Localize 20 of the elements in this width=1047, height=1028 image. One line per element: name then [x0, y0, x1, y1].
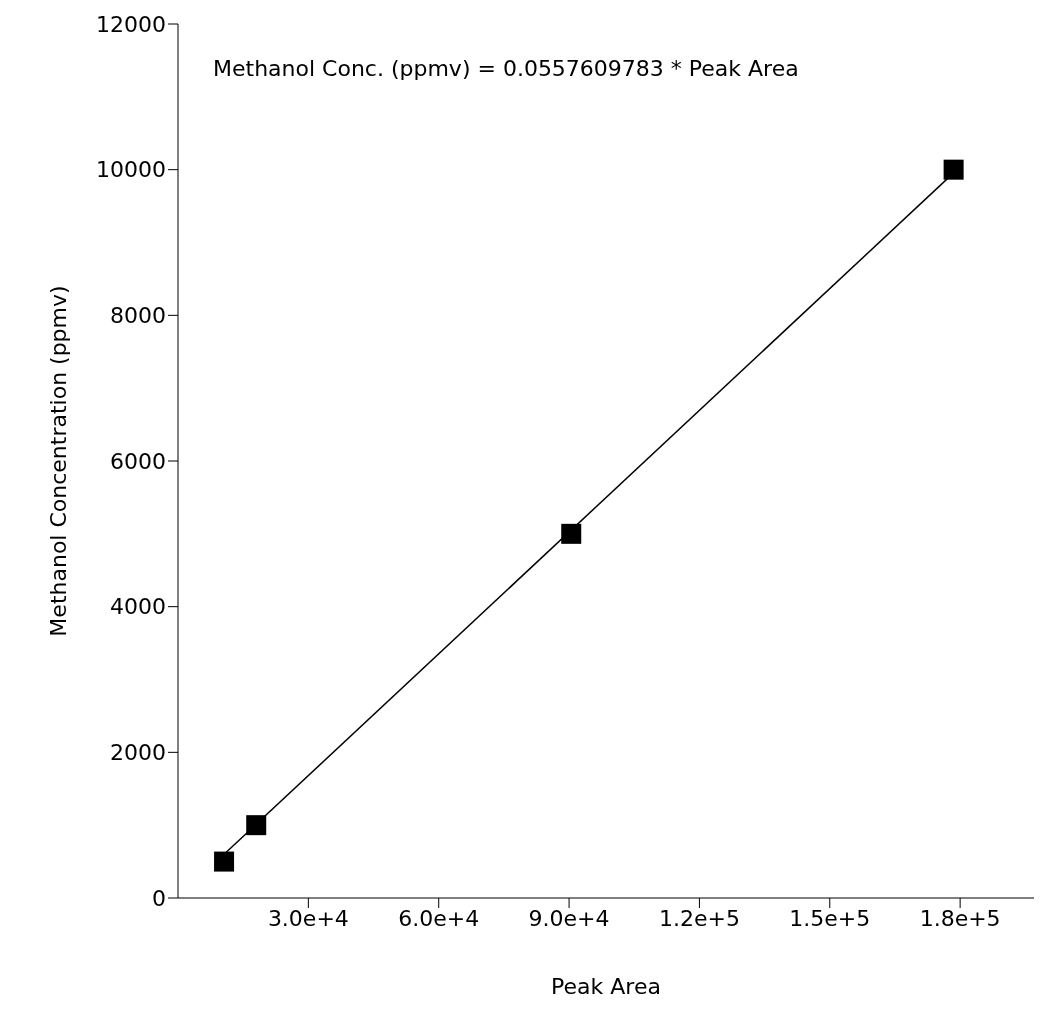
x-tick-label: 3.0e+4 [267, 905, 349, 931]
x-tick-label: 1.5e+5 [789, 905, 871, 931]
point [943, 159, 964, 180]
x-tick-label: 1.2e+5 [658, 905, 740, 931]
x-tick-label: 9.0e+4 [528, 905, 610, 931]
x-tick-label: 6.0e+4 [398, 905, 480, 931]
y-tick-label: 6000 [110, 448, 166, 474]
y-tick-label: 8000 [110, 303, 166, 329]
annotation: Methanol Conc. (ppmv) = 0.0557609783 * Peak Area [213, 56, 799, 81]
point [214, 851, 235, 872]
y-tick-label: 10000 [96, 157, 166, 183]
y-axis-title: Methanol Concentration (ppmv) [45, 285, 71, 637]
point [561, 523, 582, 544]
y-tick-label: 2000 [110, 740, 166, 766]
y-tick-label: 4000 [110, 594, 166, 620]
x-axis-title: Peak Area [551, 973, 661, 999]
y-tick-label: 12000 [96, 11, 166, 37]
point [246, 815, 267, 836]
x-tick-label: 1.8e+5 [919, 905, 1001, 931]
y-tick-label: 0 [152, 885, 166, 911]
